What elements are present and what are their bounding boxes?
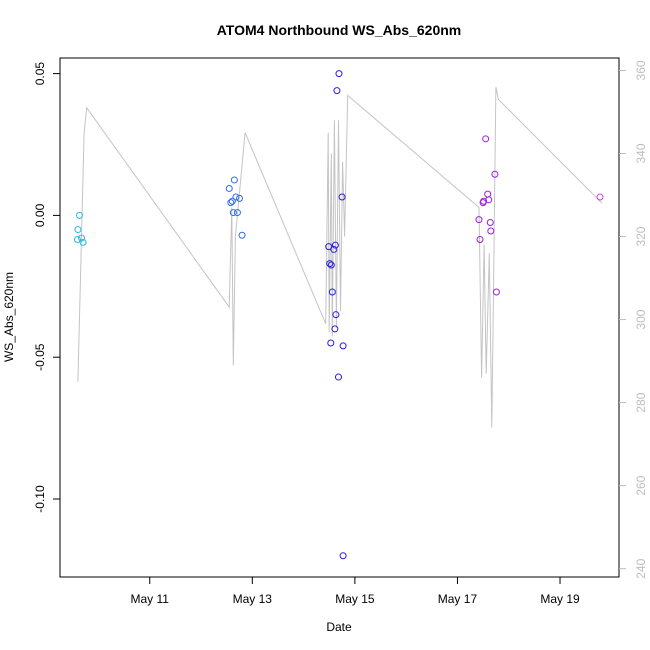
data-point <box>335 70 343 78</box>
x-tick-label: May 19 <box>540 592 580 606</box>
data-point <box>332 311 340 319</box>
data-point <box>326 260 334 268</box>
data-point <box>331 241 339 249</box>
data-point <box>333 87 341 95</box>
y-tick-label: 0.05 <box>33 62 47 86</box>
data-point <box>339 552 347 560</box>
data-point <box>232 193 240 201</box>
data-point <box>225 184 233 192</box>
data-point <box>227 199 235 207</box>
data-point <box>484 190 492 198</box>
y2-tick-label: 340 <box>634 143 648 163</box>
data-point <box>482 135 490 143</box>
x-tick-label: May 15 <box>335 592 375 606</box>
data-point <box>235 194 243 202</box>
data-point <box>334 373 342 381</box>
y2-tick-label: 280 <box>634 392 648 412</box>
y-tick-label: -0.05 <box>33 343 47 371</box>
y2-tick-label: 260 <box>634 475 648 495</box>
data-point <box>325 243 333 251</box>
plot-frame <box>59 57 620 578</box>
data-point <box>339 342 347 350</box>
y2-tick-label: 240 <box>634 558 648 578</box>
data-point <box>328 288 336 296</box>
secondary-y-axis: 240 260 280 300 320 340 360 <box>619 60 648 579</box>
data-point <box>492 288 500 296</box>
data-point <box>228 197 236 205</box>
data-point <box>229 209 237 217</box>
y-tick-label: 0.00 <box>33 203 47 227</box>
y2-tick-label: 360 <box>634 60 648 80</box>
y-tick-label: -0.10 <box>33 485 47 513</box>
chart-title: ATOM4 Northbound WS_Abs_620nm <box>217 22 462 38</box>
x-tick-label: May 11 <box>131 592 170 606</box>
data-point <box>330 245 338 253</box>
data-point <box>78 234 86 242</box>
data-point <box>487 227 495 235</box>
data-point <box>230 176 238 184</box>
data-point <box>486 218 494 226</box>
data-point <box>331 325 339 333</box>
data-point <box>233 209 241 217</box>
y2-tick-label: 300 <box>634 309 648 329</box>
x-axis: May 11 May 13 May 15 May 17 May 19 <box>131 577 580 606</box>
y2-tick-label: 320 <box>634 226 648 246</box>
data-point <box>491 170 499 178</box>
data-point <box>73 236 81 244</box>
data-point <box>485 196 493 204</box>
data-point <box>238 231 246 239</box>
x-tick-label: May 13 <box>233 592 273 606</box>
data-point <box>338 193 346 201</box>
data-point <box>74 226 82 234</box>
data-point <box>475 216 483 224</box>
secondary-series-line <box>77 86 603 428</box>
data-point <box>596 193 604 201</box>
y-axis: 0.05 0.00 -0.05 -0.10 <box>33 62 60 513</box>
x-axis-label: Date <box>326 620 352 634</box>
data-point <box>75 211 83 219</box>
y-axis-label: WS_Abs_620nm <box>2 272 16 362</box>
x-tick-label: May 17 <box>438 592 478 606</box>
data-point <box>79 238 87 246</box>
data-point <box>327 339 335 347</box>
data-point <box>327 261 335 269</box>
data-point <box>476 236 484 244</box>
series-layer <box>73 70 604 560</box>
data-point <box>480 197 488 205</box>
